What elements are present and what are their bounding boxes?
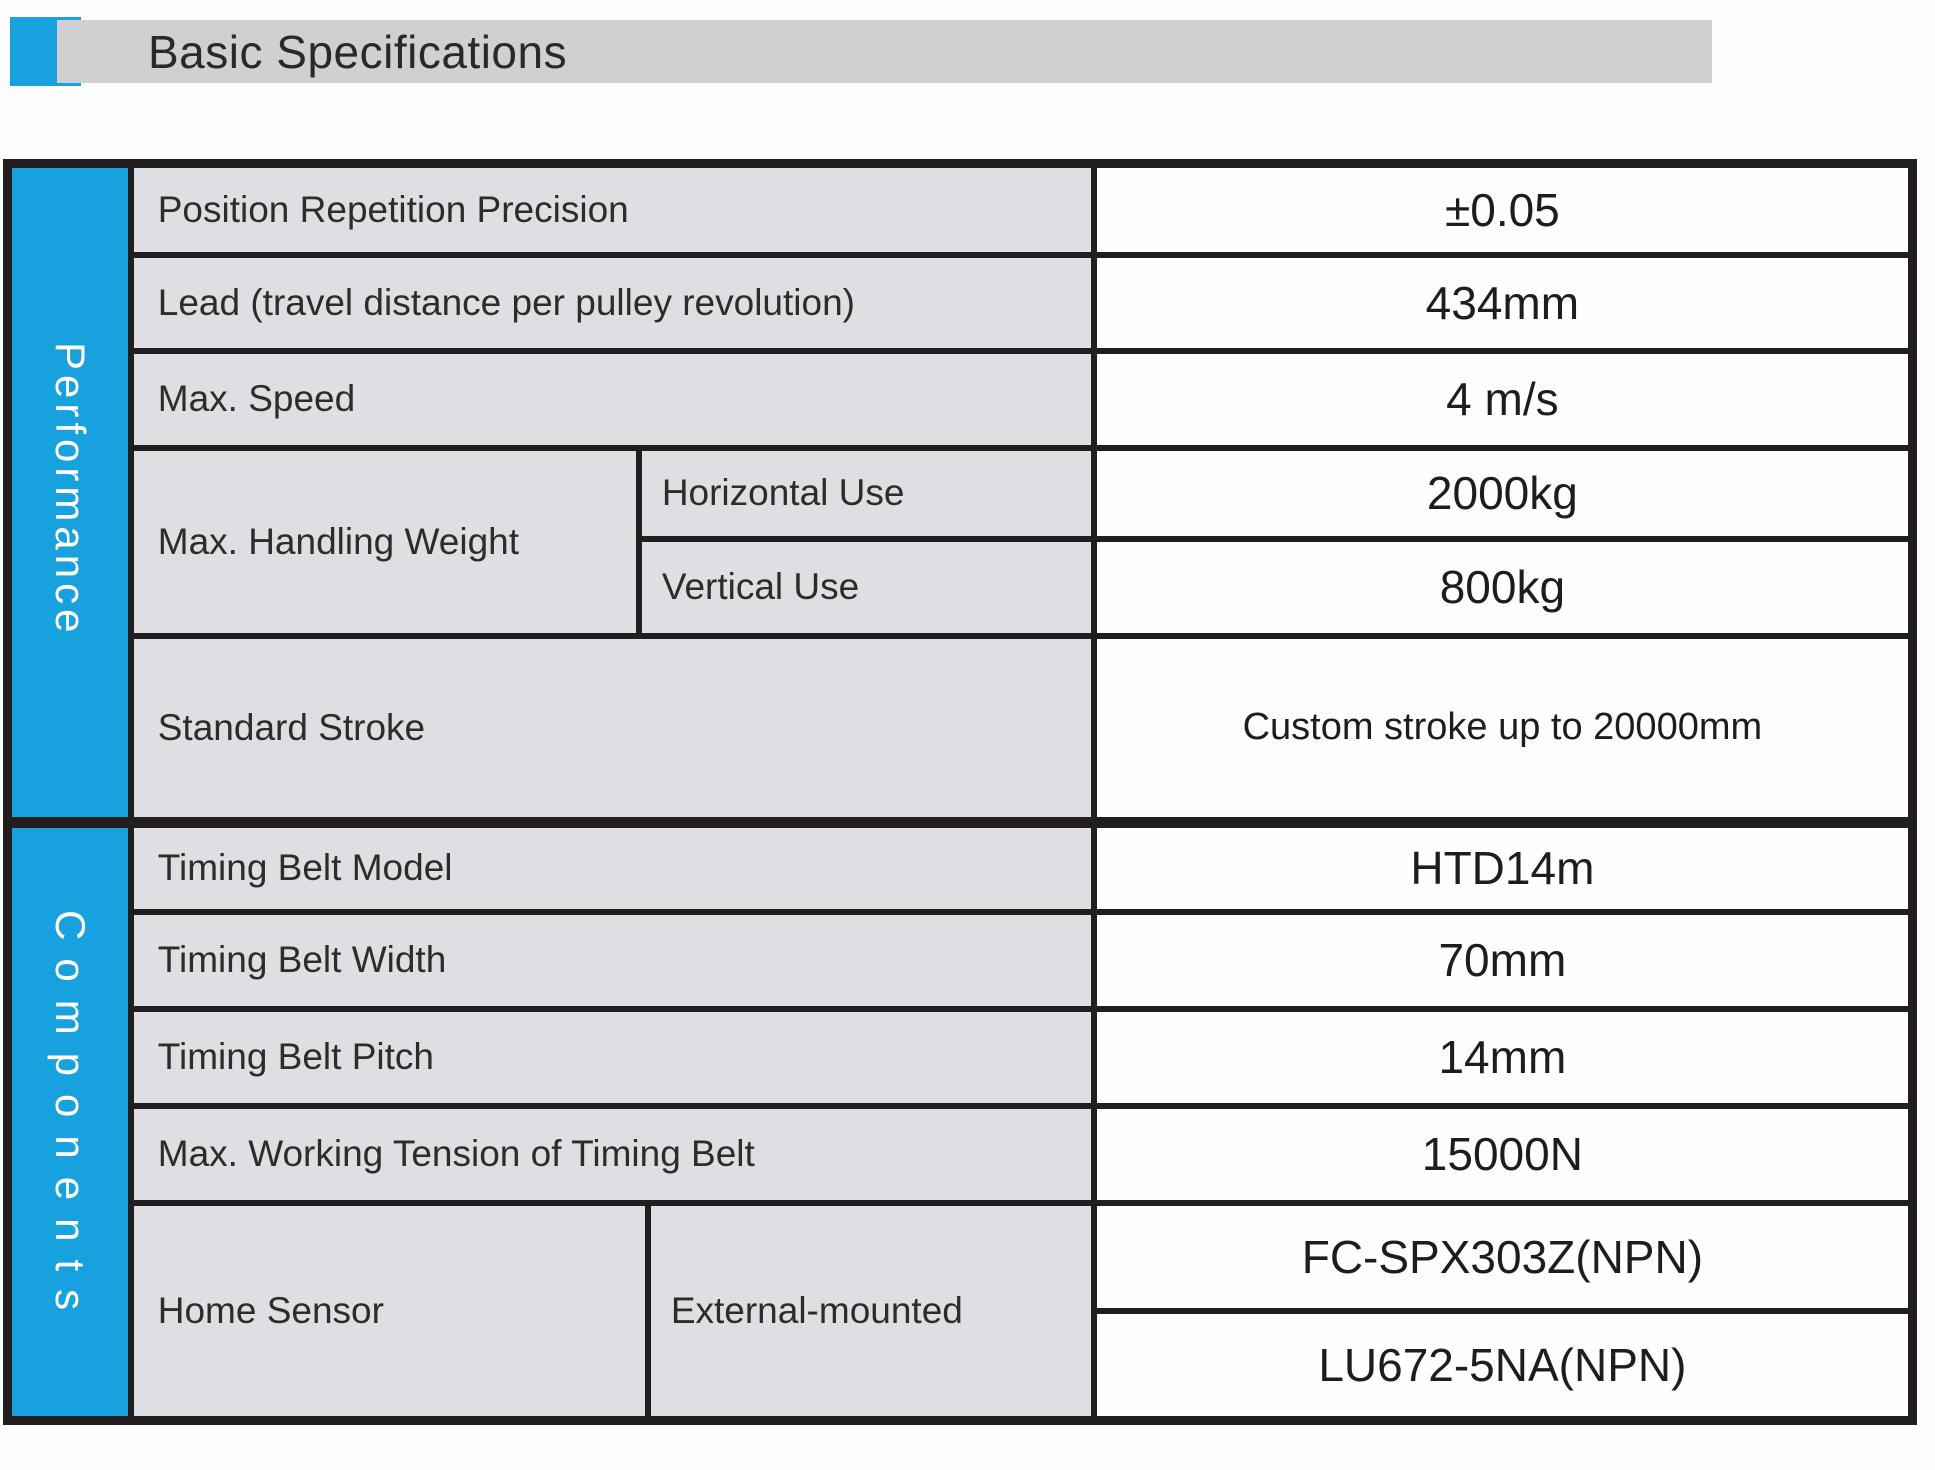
spec-label: Standard Stroke (127, 632, 1097, 826)
spec-value: 70mm (1090, 908, 1916, 1012)
table-row: Max. Handling Weight Horizontal Use 2000… (8, 444, 1916, 639)
section-cell-components: Components (4, 817, 134, 1424)
spec-value: HTD14m (1090, 817, 1916, 915)
spec-label: Timing Belt Pitch (127, 1005, 1097, 1109)
spec-value: 2000kg (1090, 444, 1916, 542)
table-row: Timing Belt Pitch 14mm (8, 1005, 1916, 1109)
section-label-performance: Performance (46, 342, 94, 638)
spec-label: Lead (travel distance per pulley revolut… (127, 251, 1097, 354)
table-row: Timing Belt Width 70mm (8, 908, 1916, 1012)
table-row: Performance Position Repetition Precisio… (4, 160, 1916, 826)
table-row: Standard Stroke Custom stroke up to 2000… (8, 632, 1916, 826)
spec-value: 4 m/s (1090, 347, 1916, 451)
spec-value: ±0.05 (1090, 160, 1916, 258)
table-row: Home Sensor External-mounted FC-SPX303Z(… (8, 1199, 1916, 1424)
spec-value: 434mm (1090, 251, 1916, 354)
page-title: Basic Specifications (148, 25, 568, 78)
spec-value: Custom stroke up to 20000mm (1090, 632, 1916, 826)
table-row: Max. Working Tension of Timing Belt 1500… (8, 1102, 1916, 1206)
spec-value: LU672-5NA(NPN) (1090, 1307, 1916, 1424)
title-bar: Basic Specifications (57, 20, 1712, 83)
basic-specifications-table: Performance Position Repetition Precisio… (3, 159, 1917, 1425)
spec-label: Home Sensor (127, 1199, 651, 1424)
table-row: LU672-5NA(NPN) (8, 1307, 1916, 1424)
spec-label: Max. Speed (127, 347, 1097, 451)
spec-label: Timing Belt Model (127, 817, 1097, 915)
spec-value: 15000N (1090, 1102, 1916, 1206)
spec-label: Max. Working Tension of Timing Belt (127, 1102, 1097, 1206)
table-row: Lead (travel distance per pulley revolut… (8, 251, 1916, 354)
spec-label: Position Repetition Precision (127, 160, 1097, 258)
spec-sublabel: External-mounted (644, 1199, 1097, 1424)
section-cell-performance: Performance (4, 160, 134, 826)
table-row: Max. Speed 4 m/s (8, 347, 1916, 451)
spec-sublabel: Vertical Use (635, 535, 1097, 639)
spec-sublabel: Horizontal Use (635, 444, 1097, 542)
spec-value: FC-SPX303Z(NPN) (1090, 1199, 1916, 1314)
spec-label: Timing Belt Width (127, 908, 1097, 1012)
table-row: Components Timing Belt Model HTD14m (4, 817, 1916, 1424)
table-row: Vertical Use 800kg (8, 535, 1916, 639)
spec-value: 14mm (1090, 1005, 1916, 1109)
spec-value: 800kg (1090, 535, 1916, 639)
spec-label: Max. Handling Weight (127, 444, 642, 639)
section-label-components: Components (46, 910, 94, 1329)
